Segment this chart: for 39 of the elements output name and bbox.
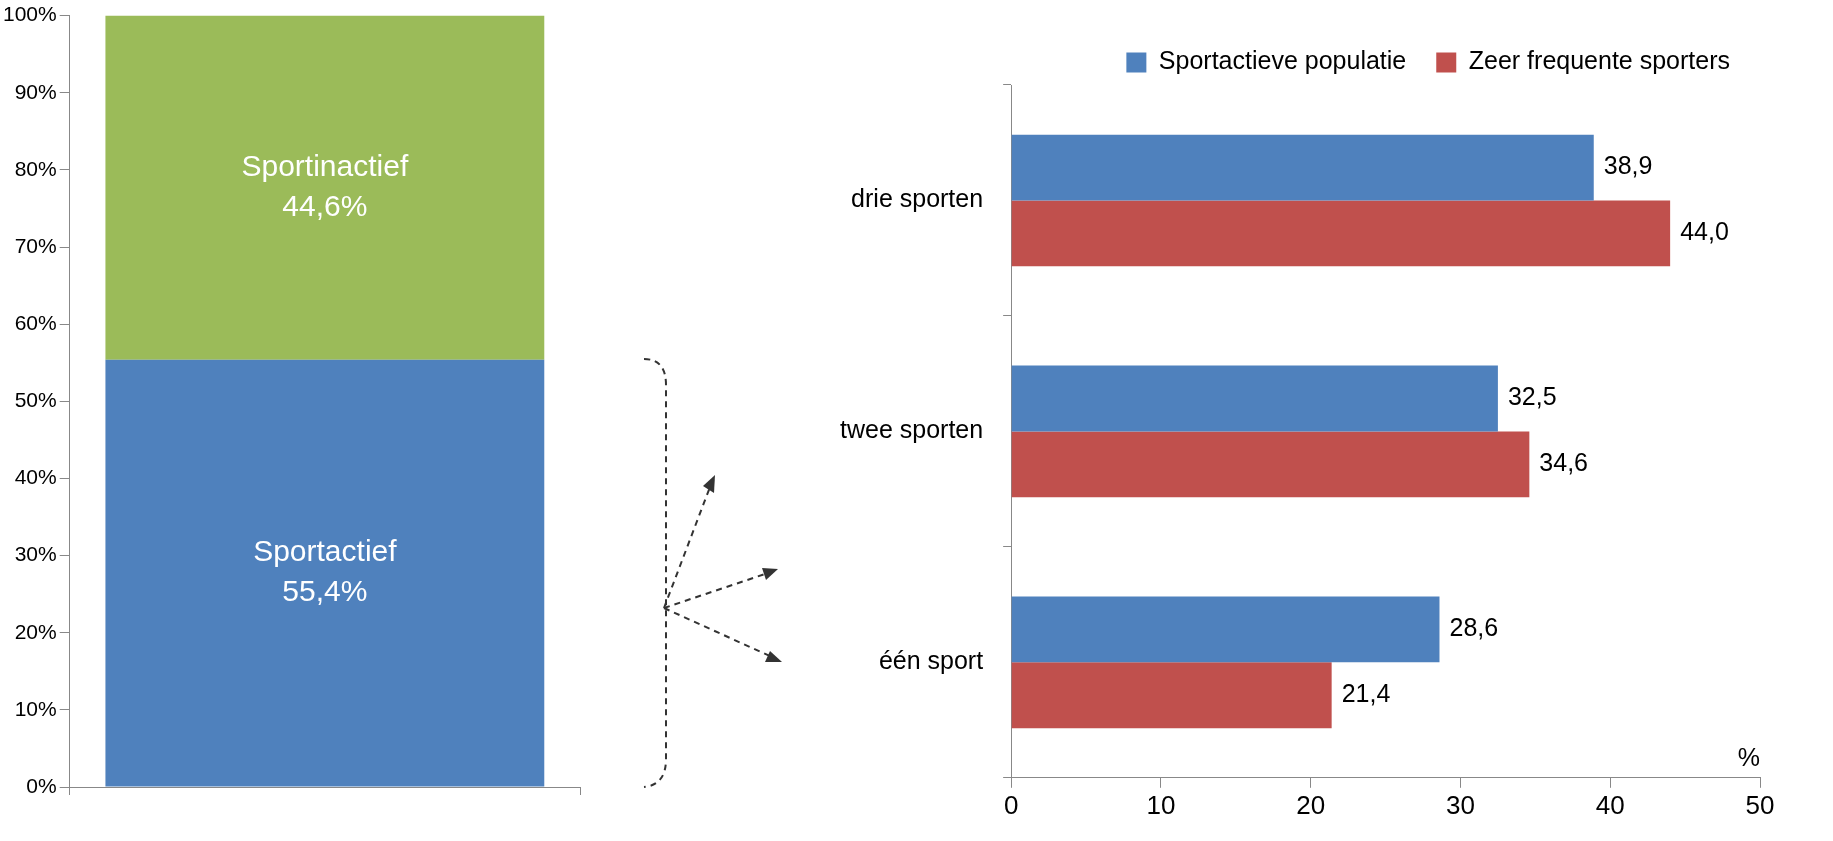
y-tick-label: 30% [14, 542, 57, 566]
data-label: 28,6 [1449, 613, 1499, 642]
data-label: 44,0 [1680, 217, 1729, 246]
series-label: Sportactief [253, 534, 398, 568]
y-tick-label: 0% [26, 773, 57, 797]
data-label: 44,6% [282, 188, 368, 222]
bar [1011, 134, 1594, 201]
bar [1011, 596, 1440, 663]
data-label: 34,6 [1539, 448, 1589, 477]
x-axis-title: % [1737, 743, 1760, 772]
y-tick-label: 100% [2, 2, 57, 26]
legend-label: Sportactieve populatie [1158, 46, 1407, 75]
y-tick-label: 90% [14, 79, 57, 103]
y-tick-label: 40% [14, 465, 57, 489]
bar [1011, 200, 1671, 267]
y-tick-label: 70% [14, 233, 57, 257]
x-tick-label: 10 [1146, 789, 1176, 820]
y-tick-label: 60% [14, 310, 57, 334]
x-tick-label: 50 [1745, 789, 1775, 820]
x-tick-label: 30 [1445, 789, 1475, 820]
x-tick-label: 20 [1296, 789, 1326, 820]
data-label: 32,5 [1507, 382, 1557, 411]
bar [1011, 365, 1498, 432]
y-tick-label: 10% [14, 696, 57, 720]
x-tick-label: 40 [1595, 789, 1625, 820]
data-label: 21,4 [1341, 679, 1391, 708]
series-label: Sportinactief [241, 148, 409, 182]
y-tick-label: twee sporten [840, 415, 984, 444]
bar [1011, 662, 1332, 729]
legend-label: Zeer frequente sporters [1468, 46, 1731, 75]
y-tick-label: 80% [14, 156, 57, 180]
y-tick-label: één sport [878, 646, 984, 675]
data-label: 38,9 [1603, 151, 1653, 180]
y-tick-label: 20% [14, 619, 57, 643]
bar [1011, 431, 1530, 498]
data-label: 55,4% [282, 574, 368, 608]
y-tick-label: drie sporten [851, 184, 984, 213]
y-tick-label: 50% [14, 388, 57, 412]
x-tick-label: 0 [1003, 789, 1019, 820]
